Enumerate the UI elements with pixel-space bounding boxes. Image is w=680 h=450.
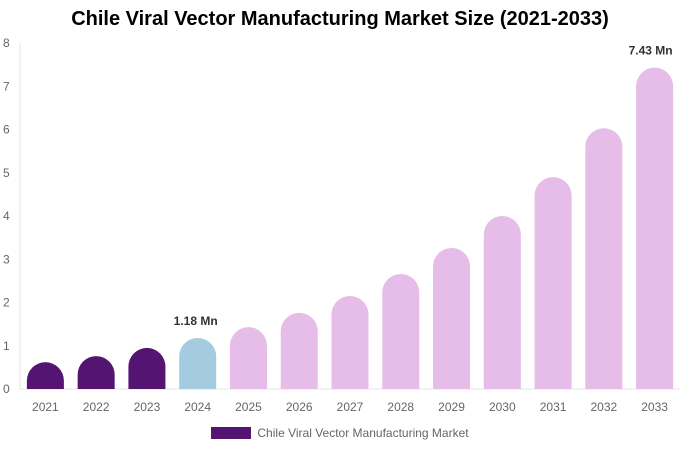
bar-2028 xyxy=(382,273,420,389)
bar-2022 xyxy=(77,356,115,389)
y-tick-label: 6 xyxy=(3,123,10,137)
bar-chart: 0 1 2 3 4 5 6 7 8 2021 2022 2023 2024 1.18 Mn 2025 2026… xyxy=(3,36,680,414)
chart-title: Chile Viral Vector Manufacturing Market … xyxy=(71,8,609,30)
bar-2027 xyxy=(331,296,369,389)
x-tick-label: 2027 xyxy=(337,400,364,414)
y-tick-label: 7 xyxy=(3,79,10,93)
x-tick-label: 2031 xyxy=(540,400,567,414)
legend-swatch xyxy=(211,427,252,439)
data-label-2024: 1.18 Mn xyxy=(174,314,218,328)
y-tick-label: 4 xyxy=(3,209,10,223)
bar-2023 xyxy=(128,347,166,389)
y-tick-label: 1 xyxy=(3,339,10,353)
data-label-2033: 7.43 Mn xyxy=(629,44,673,58)
bar-2024 xyxy=(179,337,217,389)
y-tick-label: 8 xyxy=(3,36,10,50)
x-tick-label: 2030 xyxy=(489,400,516,414)
x-tick-label: 2032 xyxy=(590,400,617,414)
x-tick-label: 2033 xyxy=(641,400,668,414)
x-tick-label: 2026 xyxy=(286,400,313,414)
bar-2021 xyxy=(26,362,64,389)
bar-2030 xyxy=(483,216,521,389)
x-tick-label: 2024 xyxy=(184,400,211,414)
bar-2031 xyxy=(534,177,572,389)
x-tick-label: 2022 xyxy=(83,400,110,414)
y-tick-label: 0 xyxy=(3,382,10,396)
x-tick-label: 2023 xyxy=(134,400,161,414)
legend: Chile Viral Vector Manufacturing Market xyxy=(0,426,680,440)
bar-2029 xyxy=(433,248,471,389)
bar-2025 xyxy=(229,327,267,389)
bar-2026 xyxy=(280,312,318,389)
x-tick-label: 2028 xyxy=(387,400,414,414)
bar-2032 xyxy=(585,128,623,389)
y-tick-label: 5 xyxy=(3,166,10,180)
x-tick-label: 2021 xyxy=(32,400,59,414)
x-tick-label: 2029 xyxy=(438,400,465,414)
legend-label: Chile Viral Vector Manufacturing Market xyxy=(257,426,469,440)
y-tick-label: 2 xyxy=(3,296,10,310)
y-tick-label: 3 xyxy=(3,252,10,266)
bar-2033 xyxy=(636,67,674,389)
x-tick-label: 2025 xyxy=(235,400,262,414)
